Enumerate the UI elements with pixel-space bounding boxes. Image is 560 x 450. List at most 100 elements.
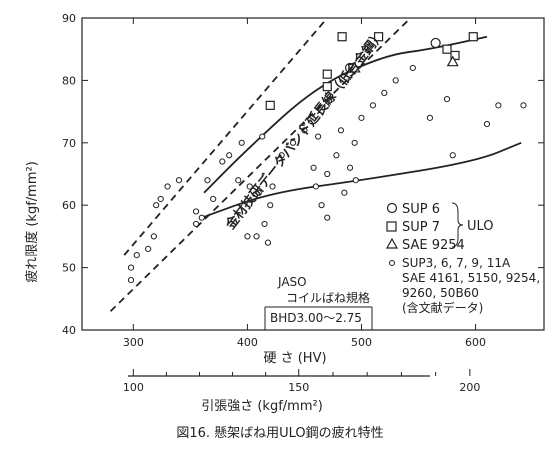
fatigue-chart: 300 400 500 600 40 50 60 70 80 90 金材技研データバンド延長線（低… (24, 12, 545, 414)
data-point-other (324, 214, 331, 221)
data-point-other (192, 220, 200, 228)
x-tick-label: 600 (465, 336, 486, 349)
y-tick-label: 90 (62, 12, 76, 25)
data-points (127, 32, 527, 284)
data-point-sup7 (337, 32, 347, 42)
data-point-other (244, 233, 251, 240)
data-point-other (259, 133, 266, 140)
data-point-other (246, 183, 253, 190)
secondary-axis-ticks: 100 150 200 (123, 369, 480, 394)
data-point-other (198, 214, 205, 221)
data-point-other (267, 202, 274, 209)
y-tick-label: 80 (62, 74, 76, 87)
data-point-other (278, 152, 285, 159)
data-point-other (238, 139, 245, 146)
data-point-other (133, 252, 140, 259)
data-point-other (192, 208, 200, 215)
data-point-sup6 (430, 37, 441, 49)
x-axis-label: 硬 さ (HV) (263, 351, 326, 366)
jaso-annotation: JASO コイルばね規格 BHD3.00〜2.75 (264, 275, 373, 330)
data-point-other (358, 114, 365, 121)
dashed-band-line (109, 17, 412, 312)
data-point-other (150, 233, 157, 240)
data-point-sae9254 (348, 61, 361, 73)
data-point-sup7 (322, 69, 332, 79)
data-point-other (341, 189, 348, 196)
data-point-other (352, 177, 359, 184)
legend-label-sup6: SUP 6 (402, 202, 440, 217)
data-point-other (127, 276, 135, 284)
legend-ulo-brace (451, 202, 464, 248)
dashed-band-line (123, 17, 328, 256)
legend-label-others-3: 9260, 50B60 (402, 286, 479, 300)
legend-marker-others (389, 260, 395, 266)
data-point-other (289, 139, 297, 146)
y-axis-label: 疲れ限度 (kgf/mm²) (24, 161, 40, 283)
x-tick-label: 400 (237, 336, 258, 349)
data-point-other (164, 183, 171, 190)
y-tick-label: 50 (62, 262, 76, 275)
data-point-other (264, 239, 272, 246)
data-point-other (483, 120, 491, 128)
data-point-other (127, 264, 135, 271)
data-point-other (269, 183, 276, 190)
data-point-other (318, 202, 325, 209)
legend-label-sae9254: SAE 9254 (402, 238, 465, 253)
secondary-axis-label: 引張強さ (kgf/mm²) (201, 399, 323, 414)
jaso-range: BHD3.00〜2.75 (270, 311, 362, 325)
data-point-other (235, 177, 242, 184)
secondary-axis: 100 150 200 引張強さ (kgf/mm²) (123, 369, 480, 414)
data-point-other (255, 189, 262, 196)
secondary-tick-label: 200 (459, 381, 480, 394)
data-point-sae9254 (446, 55, 459, 67)
x-tick-label: 300 (123, 336, 144, 349)
data-point-other (449, 152, 456, 159)
data-point-sup7 (450, 50, 460, 61)
legend-marker-sup7 (386, 221, 397, 232)
data-point-sup7 (442, 44, 452, 54)
data-point-other (315, 133, 322, 140)
data-point-other (409, 64, 416, 72)
secondary-tick-label: 150 (288, 381, 309, 394)
axis-ticks: 300 400 500 600 40 50 60 70 80 90 (62, 12, 544, 349)
data-point-sup7 (322, 82, 332, 92)
data-point-other (175, 177, 183, 184)
legend-label-others-2: SAE 4161, 5150, 9254, (402, 271, 540, 285)
data-point-other (324, 170, 331, 178)
secondary-tick-label: 100 (123, 381, 144, 394)
data-point-other (157, 195, 164, 203)
data-point-other (226, 152, 233, 159)
jaso-label: JASO (277, 275, 307, 289)
data-point-other (253, 233, 260, 240)
data-point-other (520, 102, 527, 109)
data-point-other (219, 158, 226, 165)
data-point-sup7 (265, 100, 275, 110)
data-point-other (301, 127, 308, 134)
data-point-other (392, 77, 399, 84)
data-point-other (261, 220, 268, 228)
jaso-sublabel: コイルばね規格 (286, 290, 370, 305)
fit-curve (203, 35, 488, 194)
data-point-other (426, 114, 434, 121)
legend-marker-sae9254 (385, 237, 399, 249)
y-tick-label: 60 (62, 199, 76, 212)
data-point-other (443, 96, 451, 103)
figure-caption: 図16. 懸架ばね用ULO鋼の疲れ特性 (176, 426, 384, 441)
data-point-other (210, 195, 217, 203)
data-point-sup7 (468, 32, 478, 42)
data-point-other (153, 202, 160, 209)
legend-label-others-4: (含文献データ) (402, 300, 483, 315)
x-tick-label: 500 (351, 336, 372, 349)
fit-curves (109, 17, 522, 312)
data-point-other (346, 164, 354, 171)
data-point-other (312, 183, 319, 190)
legend-label-others-1: SUP3, 6, 7, 9, 11A (402, 256, 511, 270)
fit-curve (201, 141, 522, 219)
data-point-other (495, 102, 502, 109)
data-point-sup7 (373, 32, 384, 42)
legend-ulo-label: ULO (467, 219, 494, 234)
data-point-other (204, 177, 211, 184)
data-point-other (351, 139, 358, 146)
data-point-other (381, 89, 388, 96)
y-tick-label: 40 (62, 324, 76, 337)
